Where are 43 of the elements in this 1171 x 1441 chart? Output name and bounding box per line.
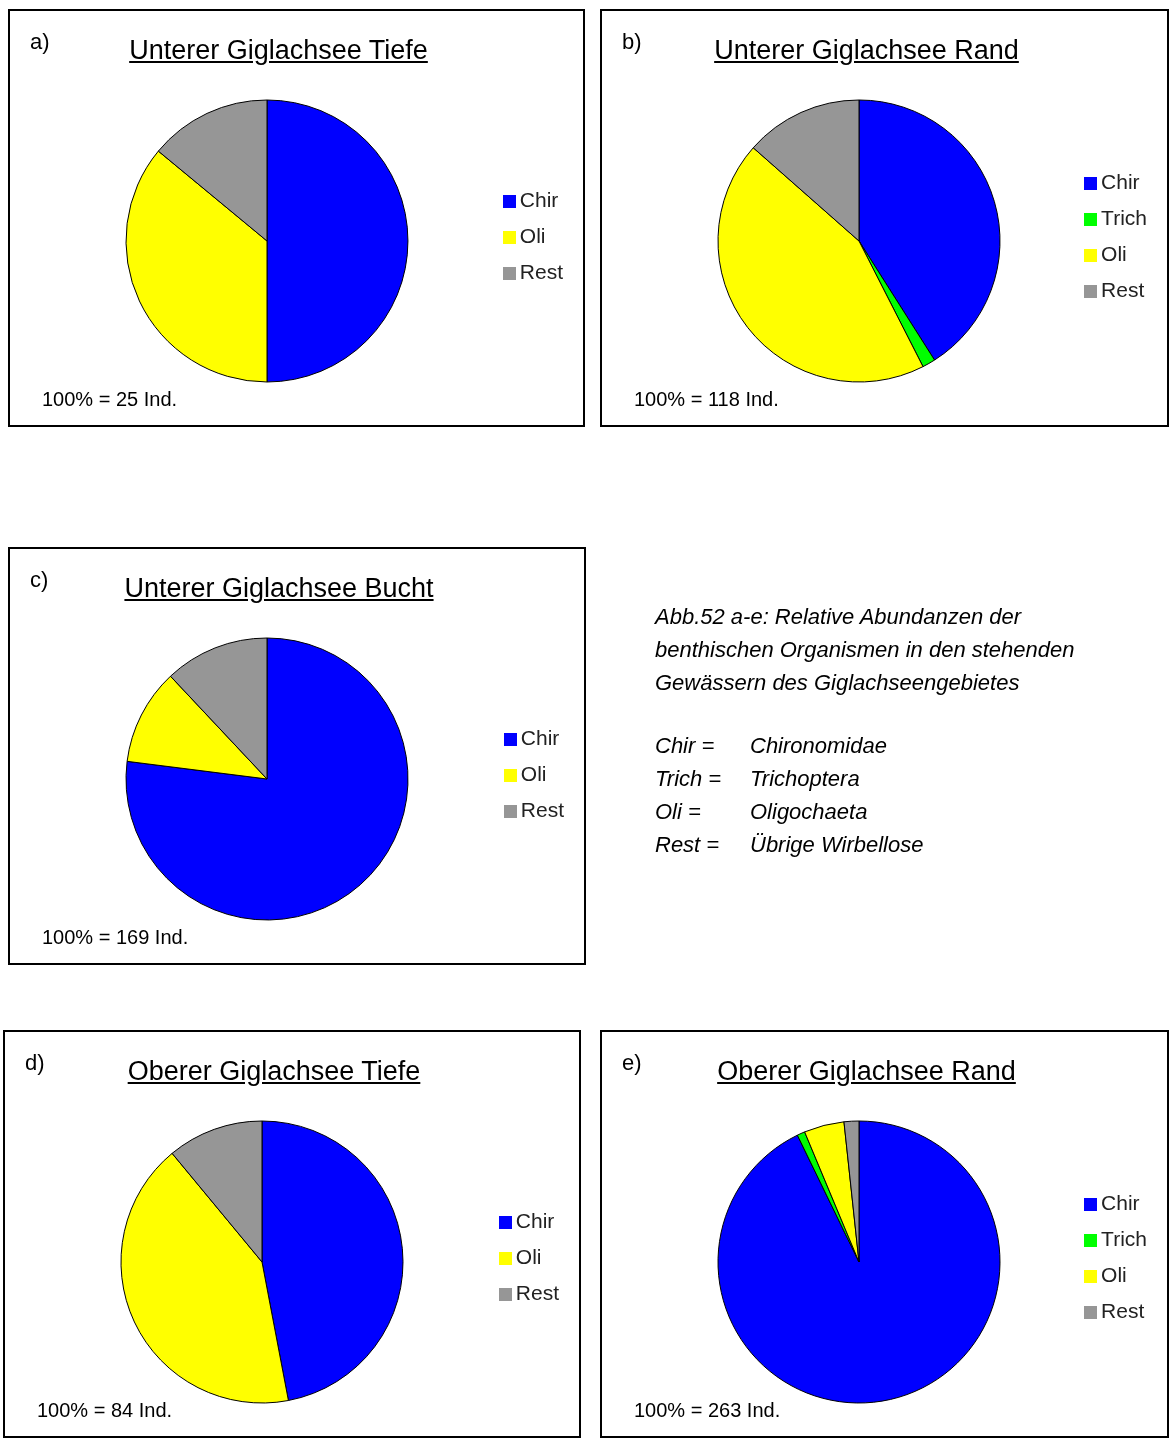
chart-title: Unterer Giglachsee Rand [714, 35, 1019, 65]
text: c) [30, 567, 49, 593]
text: Rest = [655, 831, 721, 859]
text: Chironomidae [750, 732, 887, 760]
text: Abb.52 a-e: Relative Abundanzen der benthischen Organismen in den stehenden Gewässern des Giglachseengebietes [655, 603, 1076, 697]
legend-label: Oli [520, 762, 547, 785]
text: 100% = 169 Ind. [42, 926, 189, 949]
legend-label: Trich [1101, 1227, 1147, 1250]
legend-label: Trich [1101, 206, 1147, 229]
legend-label: Oli [1101, 1263, 1127, 1286]
text: Trichoptera [750, 765, 860, 793]
text: 100% = 263 Ind. [634, 1399, 781, 1422]
legend-label: Oli [519, 224, 546, 247]
chart-title: Unterer Giglachsee Tiefe [129, 35, 428, 65]
text: 100% = 118 Ind. [634, 388, 779, 411]
legend-label: Rest [519, 260, 563, 283]
text: 100% = 25 Ind. [42, 388, 178, 411]
text: b) [622, 29, 642, 55]
text: Oligochaeta [750, 798, 868, 826]
legend-label: Rest [515, 1281, 559, 1304]
legend-label: Chir [519, 188, 559, 211]
legend-label: Oli [515, 1245, 542, 1268]
legend-label: Chir [1101, 170, 1140, 193]
text: a) [30, 29, 50, 55]
chart-title: Oberer Giglachsee Tiefe [127, 1056, 421, 1086]
legend-label: Oli [1101, 242, 1127, 265]
chart-title: Oberer Giglachsee Rand [717, 1056, 1016, 1086]
legend-label: Rest [1101, 1299, 1145, 1322]
chart-title: Unterer Giglachsee Bucht [124, 573, 434, 603]
legend-label: Rest [1101, 278, 1145, 301]
text: Chir = [655, 732, 716, 760]
text: Oli = [655, 798, 702, 826]
legend-label: Chir [520, 726, 560, 749]
legend-label: Chir [515, 1209, 555, 1232]
pie-slice [125, 637, 409, 921]
pie-slice [717, 1120, 1001, 1404]
text: Trich = [655, 765, 723, 793]
text: e) [622, 1050, 642, 1076]
legend-label: Chir [1101, 1191, 1140, 1214]
text: Übrige Wirbellose [750, 831, 924, 859]
legend-label: Rest [520, 798, 564, 821]
text: 100% = 84 Ind. [37, 1399, 173, 1422]
text: d) [25, 1050, 45, 1076]
